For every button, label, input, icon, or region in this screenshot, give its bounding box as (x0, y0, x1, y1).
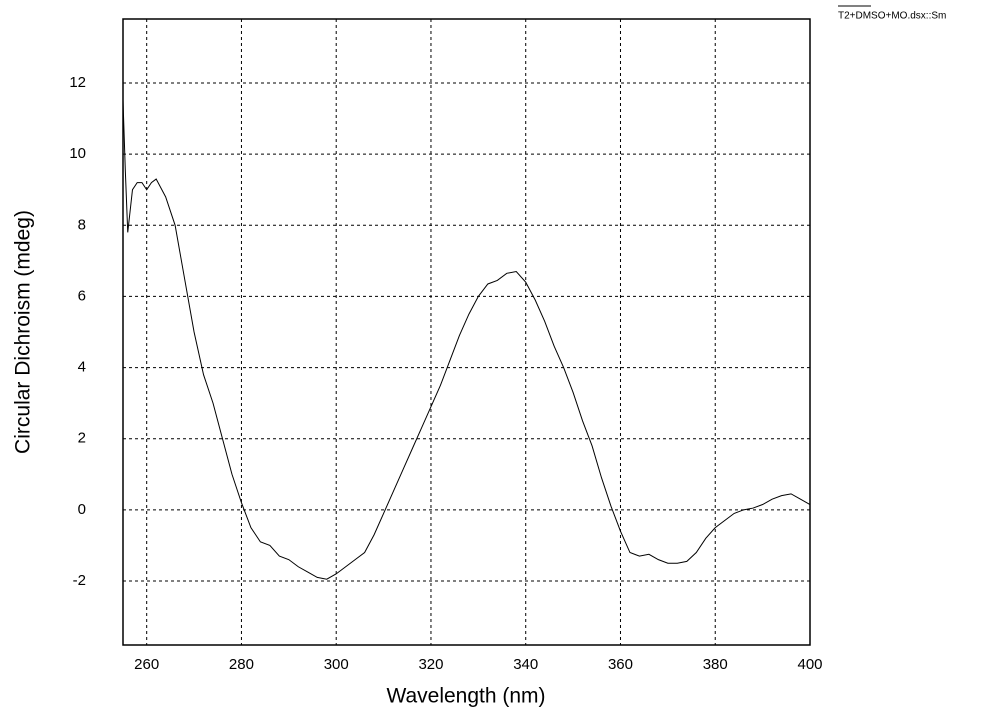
x-tick-label: 380 (703, 656, 728, 673)
x-tick-label: 300 (324, 656, 349, 673)
y-tick-label: 10 (69, 145, 86, 162)
x-tick-label: 260 (134, 656, 159, 673)
y-tick-label: 8 (78, 216, 86, 233)
y-axis-title: Circular Dichroism (mdeg) (12, 210, 35, 454)
x-tick-label: 400 (797, 656, 822, 673)
x-tick-label: 320 (418, 656, 443, 673)
x-tick-label: 280 (229, 656, 254, 673)
y-tick-label: -2 (73, 572, 86, 589)
plot-frame (122, 18, 811, 646)
data-line (122, 100, 811, 580)
x-axis-title: Wavelength (nm) (386, 685, 545, 708)
x-tick-label: 360 (608, 656, 633, 673)
y-tick-label: 6 (78, 287, 86, 304)
y-tick-label: 2 (78, 430, 86, 447)
y-tick-label: 12 (69, 74, 86, 91)
legend-label: T2+DMSO+MO.dsx::Sm (838, 11, 946, 22)
y-tick-label: 0 (78, 501, 86, 518)
x-tick-label: 340 (513, 656, 538, 673)
y-tick-label: 4 (78, 359, 86, 376)
